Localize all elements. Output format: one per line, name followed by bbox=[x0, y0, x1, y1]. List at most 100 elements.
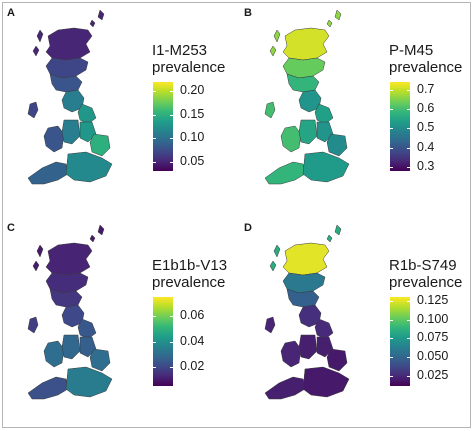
legend-tick-label: 0.02 bbox=[180, 359, 205, 373]
legend-tick-label: 0.075 bbox=[417, 330, 449, 344]
choropleth-map bbox=[264, 9, 350, 185]
region-ireland bbox=[27, 101, 39, 119]
legend-tick bbox=[407, 109, 410, 110]
legend-tick-label: 0.05 bbox=[180, 154, 205, 168]
legend-colorbar bbox=[153, 297, 173, 386]
legend-title: R1b-S749 prevalence bbox=[389, 257, 462, 291]
legend-tick bbox=[390, 109, 393, 110]
legend-title-measure: prevalence bbox=[389, 59, 463, 76]
legend-tick-label: 0.3 bbox=[417, 159, 435, 173]
legend-tick-label: 0.100 bbox=[417, 312, 449, 326]
region-islands bbox=[269, 224, 342, 272]
legend-tick bbox=[170, 115, 173, 116]
region-ireland bbox=[264, 316, 276, 334]
legend-tick bbox=[153, 162, 156, 163]
legend-tick-label: 0.04 bbox=[180, 334, 205, 348]
legend-tick bbox=[390, 320, 393, 321]
region-north-scotland bbox=[282, 242, 330, 276]
region-north-england bbox=[298, 89, 322, 113]
region-wales bbox=[280, 340, 302, 368]
legend-tick bbox=[390, 301, 393, 302]
legend-tick bbox=[390, 357, 393, 358]
region-south-west bbox=[264, 376, 306, 400]
region-north-england bbox=[61, 89, 85, 113]
legend-tick bbox=[170, 138, 173, 139]
panel-c: C E1b1b-V13 prevalence 0.06 0.04 0.02 bbox=[0, 215, 237, 430]
legend-title-haplogroup: E1b1b-V13 bbox=[152, 257, 228, 274]
panel-letter: D bbox=[244, 222, 252, 234]
region-east-anglia bbox=[326, 348, 348, 372]
legend-tick-label: 0.125 bbox=[417, 293, 449, 307]
region-south-east bbox=[302, 151, 350, 183]
region-west-midlands bbox=[298, 334, 318, 360]
choropleth-map bbox=[264, 224, 350, 400]
region-central-scotland bbox=[282, 57, 326, 79]
region-south-east bbox=[302, 366, 350, 398]
panel-b: B P-M45 prevalence 0.7 0.6 0.5 0.4 0.3 bbox=[237, 0, 474, 215]
legend-tick-label: 0.050 bbox=[417, 349, 449, 363]
legend-tick bbox=[170, 162, 173, 163]
region-yorkshire bbox=[314, 103, 334, 125]
region-wales bbox=[43, 125, 65, 153]
region-yorkshire bbox=[314, 318, 334, 340]
region-south-east bbox=[65, 151, 113, 183]
region-north-scotland bbox=[282, 27, 330, 61]
legend-tick bbox=[390, 90, 393, 91]
legend-tick bbox=[407, 128, 410, 129]
legend-colorbar bbox=[153, 82, 173, 171]
legend-tick bbox=[170, 91, 173, 92]
legend-tick bbox=[407, 148, 410, 149]
legend-tick-label: 0.15 bbox=[180, 107, 205, 121]
legend-tick bbox=[390, 148, 393, 149]
legend-title-measure: prevalence bbox=[389, 274, 463, 291]
legend-title-measure: prevalence bbox=[152, 274, 226, 291]
legend-tick bbox=[407, 301, 410, 302]
region-east-anglia bbox=[326, 133, 348, 157]
legend-tick-label: 0.06 bbox=[180, 308, 205, 322]
legend-tick bbox=[407, 167, 410, 168]
panel-letter: C bbox=[7, 222, 15, 234]
legend-tick bbox=[390, 376, 393, 377]
legend-tick bbox=[407, 320, 410, 321]
legend-tick bbox=[407, 357, 410, 358]
region-south-east bbox=[65, 366, 113, 398]
region-east-anglia bbox=[89, 133, 111, 157]
legend-tick bbox=[390, 128, 393, 129]
legend-tick-label: 0.20 bbox=[180, 83, 205, 97]
region-islands bbox=[269, 9, 342, 57]
region-central-scotland bbox=[45, 57, 89, 79]
legend-tick bbox=[170, 367, 173, 368]
region-north-england bbox=[61, 304, 85, 328]
legend-title: E1b1b-V13 prevalence bbox=[152, 257, 227, 291]
region-wales bbox=[43, 340, 65, 368]
panel-d: D R1b-S749 prevalence 0.125 0.100 0.075 0.050 0… bbox=[237, 215, 474, 430]
region-east-anglia bbox=[89, 348, 111, 372]
region-west-midlands bbox=[61, 334, 81, 360]
region-islands bbox=[32, 224, 105, 272]
legend-title: I1-M253 prevalence bbox=[152, 42, 225, 76]
region-north-scotland bbox=[45, 27, 93, 61]
legend-title-haplogroup: P-M45 bbox=[389, 42, 434, 59]
legend-tick bbox=[153, 138, 156, 139]
legend-tick bbox=[390, 167, 393, 168]
legend-title: P-M45 prevalence bbox=[389, 42, 462, 76]
legend-colorbar bbox=[390, 82, 410, 171]
region-south-west bbox=[27, 161, 69, 185]
legend-tick-label: 0.6 bbox=[417, 101, 435, 115]
legend-tick bbox=[407, 376, 410, 377]
region-yorkshire bbox=[77, 103, 97, 125]
legend-tick bbox=[153, 115, 156, 116]
region-central-scotland bbox=[282, 272, 326, 294]
legend-tick bbox=[407, 338, 410, 339]
region-north-scotland bbox=[45, 242, 93, 276]
region-wales bbox=[280, 125, 302, 153]
region-south-west bbox=[27, 376, 69, 400]
region-west-midlands bbox=[298, 119, 318, 145]
region-central-scotland bbox=[45, 272, 89, 294]
legend-tick bbox=[153, 342, 156, 343]
legend-title-measure: prevalence bbox=[152, 59, 226, 76]
panel-a: A I1-M253 prevalence 0.20 0.15 0.10 0.05 bbox=[0, 0, 237, 215]
region-ireland bbox=[27, 316, 39, 334]
legend-tick-label: 0.7 bbox=[417, 82, 435, 96]
region-islands bbox=[32, 9, 105, 57]
